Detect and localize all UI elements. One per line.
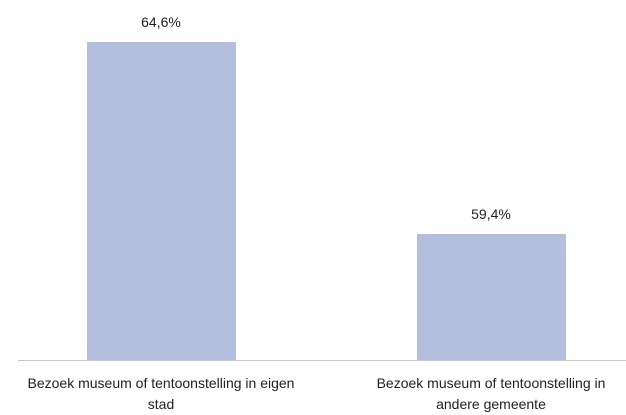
x-axis-line — [18, 360, 626, 361]
x-tick-label: Bezoek museum of tentoonstelling in eige… — [27, 375, 295, 412]
bar — [416, 234, 566, 360]
value-label: 64,6% — [141, 14, 181, 31]
x-tick-label: Bezoek museum of tentoonstelling in ande… — [376, 375, 606, 412]
value-label: 59,4% — [471, 206, 511, 223]
bar — [86, 42, 236, 360]
